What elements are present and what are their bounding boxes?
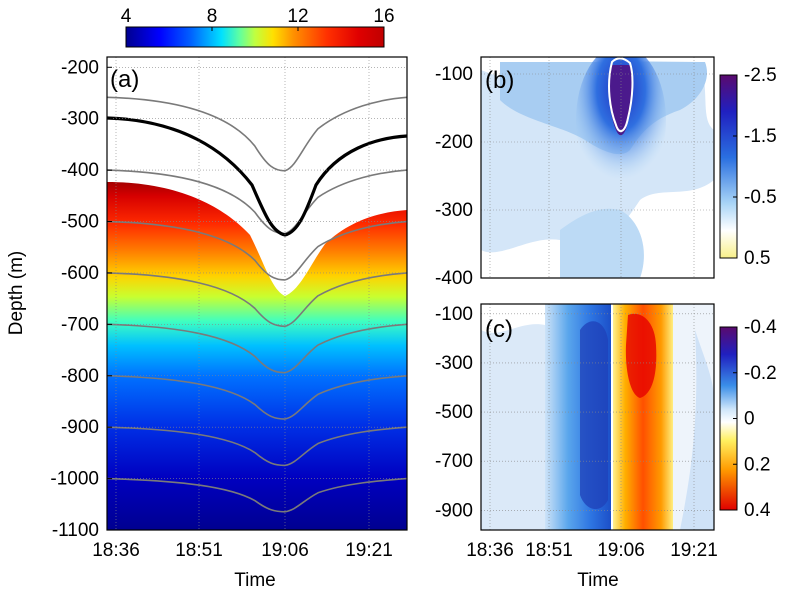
colorbar-tick-label: -0.2 (744, 363, 777, 384)
panel-a-isotherms (107, 96, 407, 513)
y-tick-label: -300 (435, 200, 473, 221)
panel-a-ylabel: Depth (m) (6, 251, 27, 335)
panel-c-shading-right-blue (680, 330, 714, 530)
panel-b-label: (b) (485, 67, 514, 94)
colorbar-tick-label: -0.4 (744, 317, 777, 338)
colorbar-tick-label: 8 (207, 6, 218, 27)
y-tick-label: -600 (61, 263, 99, 284)
panel-a-frame (106, 56, 408, 531)
y-tick-label: -100 (435, 304, 473, 325)
x-tick-label: 19:06 (261, 540, 309, 561)
panel-a-grid (107, 57, 407, 530)
colorbar-tick-label: 0.5 (744, 248, 770, 269)
panel-a-temperature-field (107, 182, 407, 530)
y-tick-label: -1100 (52, 520, 99, 541)
colorbar-tick-label: 4 (121, 6, 132, 27)
y-tick-label: -300 (435, 353, 473, 374)
panel-a-y-ticks: -200 -300 -400 -500 -600 -700 -800 -900 -1000 -11… (50, 57, 112, 541)
y-tick-label: -700 (61, 314, 99, 335)
panel-c-frame (480, 303, 715, 531)
y-tick-label: -800 (61, 366, 99, 387)
panel-a-label: (a) (110, 66, 139, 93)
x-tick-label: 18:36 (466, 540, 514, 561)
isotherm (107, 272, 407, 328)
panel-a-colorbar: 4 8 12 16 (121, 6, 395, 48)
panel-b-white-contour (608, 57, 634, 133)
colorbar-tick-label: -1.5 (744, 126, 777, 147)
y-tick-label: -200 (435, 132, 473, 153)
isotherm (107, 96, 407, 172)
y-tick-label: -300 (61, 109, 99, 130)
isotherm (107, 374, 407, 420)
panel-b-colorbar: -2.5 -1.5 -0.5 0.5 (719, 65, 777, 269)
panel-c-shading-left (481, 324, 545, 530)
colorbar-tick-label: -0.5 (744, 187, 777, 208)
y-tick-label: -100 (435, 64, 473, 85)
panel-c-y-ticks: -100 -300 -500 -700 -900 (435, 304, 473, 522)
x-tick-label: 18:51 (175, 540, 223, 561)
panel-a: (a) -200 -300 -400 -500 -600 -700 -800 -900 -100… (6, 6, 408, 591)
x-tick-label: 19:21 (345, 540, 393, 561)
x-tick-label: 19:06 (597, 540, 645, 561)
panel-b-lower-patch (560, 208, 644, 278)
panel-c-negative-core (580, 321, 608, 510)
panel-c-colorbar: -0.4 -0.2 0 0.2 0.4 (719, 317, 777, 521)
colorbar-tick-label: 0 (744, 409, 755, 430)
panel-c-xlabel: Time (577, 570, 619, 591)
panel-a-xlabel: Time (234, 570, 276, 591)
isotherm (107, 477, 407, 513)
y-tick-label: -500 (61, 212, 99, 233)
colorbar-tick-label: 0.4 (744, 500, 771, 521)
panel-b: (b) -100 -200 -300 -400 -2.5 -1.5 -0.5 0.5 (435, 56, 777, 289)
y-tick-label: -700 (435, 451, 473, 472)
colorbar-tick-label: 12 (287, 6, 308, 27)
y-tick-label: -500 (435, 402, 473, 423)
x-tick-label: 18:36 (92, 540, 140, 561)
colorbar-tick-label: 16 (373, 6, 394, 27)
panel-a-highlight-isotherm (107, 116, 407, 237)
y-tick-label: -400 (61, 160, 99, 181)
colorbar-tick-label: 0.2 (744, 454, 770, 475)
y-tick-label: -200 (61, 57, 99, 78)
panel-a-surface-gap (107, 57, 407, 115)
panel-c: (c) -100 -300 -500 -700 -900 18:36 18:51 19:06… (435, 303, 777, 591)
panel-c-x-ticks: 18:36 18:51 19:06 19:21 (466, 540, 718, 561)
panel-c-positive-core (625, 313, 657, 398)
y-tick-label: -900 (61, 417, 99, 438)
panel-b-core-dark (608, 65, 633, 136)
isotherm (107, 323, 407, 374)
x-tick-label: 19:21 (670, 540, 718, 561)
x-tick-label: 18:51 (525, 540, 573, 561)
colorbar-tick-label: -2.5 (744, 65, 777, 86)
panel-b-y-ticks: -100 -200 -300 -400 (435, 64, 473, 289)
y-tick-label: -900 (435, 500, 473, 521)
y-tick-label: -1000 (50, 469, 99, 490)
isotherm (107, 220, 407, 281)
panel-b-frame (480, 56, 715, 279)
panel-c-label: (c) (485, 316, 513, 343)
panel-a-x-ticks: 18:36 18:51 19:06 19:21 (92, 540, 393, 561)
panel-b-grid (481, 57, 714, 278)
isotherm (107, 426, 407, 467)
panel-c-gap (611, 304, 613, 530)
y-tick-label: -400 (435, 268, 473, 289)
